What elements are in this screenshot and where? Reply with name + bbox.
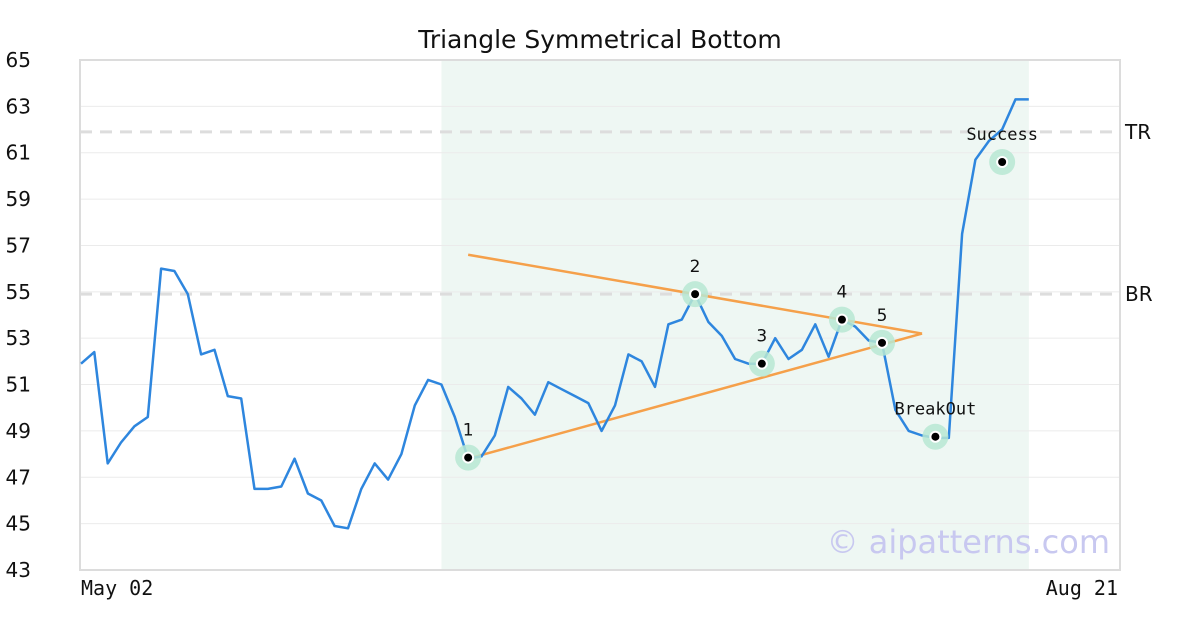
y-tick-label: 55 [6,280,31,304]
y-tick-label: 47 [6,465,31,489]
y-tick-label: 53 [6,326,31,350]
x-tick-label: May 02 [81,576,153,600]
annotation-label: BreakOut [894,400,976,420]
pattern-point-dot [462,451,475,464]
chart-title: Triangle Symmetrical Bottom [417,25,782,54]
y-tick-label: 63 [6,94,31,118]
pattern-point-dot [876,336,888,349]
y-tick-label: 51 [6,373,31,397]
reference-line-label: TR [1124,120,1151,144]
reference-line-label: BR [1125,282,1153,306]
pattern-point-label: 4 [837,283,848,303]
y-tick-label: 65 [6,48,31,72]
x-tick-label: Aug 21 [1046,576,1118,600]
pattern-point-label: 3 [756,327,767,347]
y-tick-label: 61 [6,141,31,165]
pattern-point-dot [689,288,702,301]
y-tick-label: 59 [6,187,31,211]
y-tick-label: 43 [6,558,31,582]
y-tick-label: 45 [6,512,31,536]
watermark: © aipatterns.com [827,523,1110,561]
pattern-point-label: 1 [463,421,474,441]
pattern-point-label: 2 [690,257,701,277]
annotation-dot [996,156,1009,168]
y-tick-label: 49 [6,419,31,443]
trendline [467,332,923,460]
y-tick-label: 57 [6,233,31,257]
annotation-dot [929,430,942,443]
pattern-point-dot [835,313,848,326]
pattern-point-label: 5 [877,306,888,326]
pattern-point-dot [755,357,768,370]
annotation-label: Success [966,125,1038,145]
pattern-region [441,60,1029,570]
plot-frame [79,59,1121,571]
